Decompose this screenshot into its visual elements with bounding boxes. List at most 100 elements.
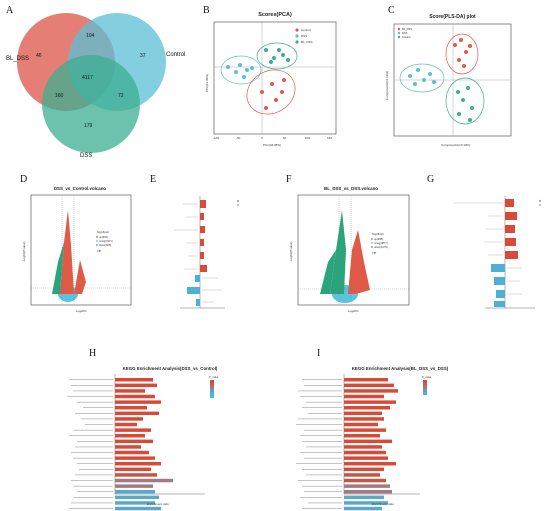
kegg-bar: [115, 383, 157, 388]
kegg-bar: [344, 490, 392, 494]
plsda-legend-dss: DSS: [402, 31, 408, 35]
kegg-bar: [115, 378, 153, 382]
volcano-d-legend-up: up(994): [99, 235, 108, 239]
pca-legend-dss: DSS: [301, 34, 307, 38]
plsda-legend-control: Control: [402, 35, 411, 39]
kegg-bar: [115, 456, 155, 460]
plsda-ylabel: Component2(11.19%): [385, 71, 389, 100]
pca-title: Scores(PCA): [258, 12, 292, 18]
pca-ylabel: PC2(13.39%): [205, 74, 209, 92]
panel-label-h: H: [89, 348, 97, 359]
kegg-bar: [115, 495, 159, 500]
volcano-f-legend-up: up(658): [374, 237, 383, 241]
pca-points: [226, 63, 254, 79]
kegg-bar: [344, 417, 384, 421]
venn-num-all: 4117: [82, 75, 93, 81]
panel-label-i: I: [317, 348, 321, 359]
kegg-i-title: KEGG Enrichment Analysis(BL_DSS_vs_DSS): [351, 366, 449, 371]
kegg-bar: [344, 456, 388, 460]
kegg-h-xlabel: Enrichment ratio: [147, 502, 169, 506]
kegg-bar: [115, 478, 173, 483]
volcano-f-legend-down: down(1075): [374, 245, 388, 249]
kegg-bar: [115, 473, 157, 477]
pca-xtick: 100: [305, 136, 310, 140]
kegg-bar: [344, 389, 398, 393]
pca-xtick: -100: [213, 136, 219, 140]
pca-legend-control: Control: [301, 28, 311, 32]
volcano-f-ylabel: -Log10(Pvalue): [289, 241, 293, 262]
volcano-d-vip-title: VIP: [97, 249, 101, 253]
panel-label-g: G: [427, 174, 435, 185]
kegg-i-xlabel: Enrichment ratio: [372, 502, 394, 506]
venn-num-ctrl-dss: 72: [118, 93, 124, 99]
kegg-bar: [115, 462, 161, 466]
pca-xtick: -50: [236, 136, 241, 140]
volcano-f-xlabel: Log2FC: [348, 309, 360, 313]
volcano-d-ylabel: -Log10(Pvalue): [22, 241, 26, 262]
venn-num-bl-only: 46: [36, 53, 42, 59]
kegg-h-pvalue-legend: [210, 380, 214, 398]
venn-num-dss-only: 179: [84, 123, 93, 129]
kegg-bar: [115, 411, 159, 416]
venn-label-control: Control: [166, 52, 185, 58]
volcano-f-vip-title: VIP: [372, 251, 376, 255]
panel-label-d: D: [20, 174, 28, 185]
kegg-bar: [344, 478, 386, 483]
venn-label-dss: DSS: [80, 153, 92, 159]
volcano-d-legend-title: Significant: [97, 230, 109, 234]
kegg-bar: [115, 445, 141, 449]
volcano-d-title: DSS_vs_Control.volcano: [53, 186, 107, 191]
venn-num-ctrl-only: 37: [140, 53, 146, 59]
kegg-bar: [115, 406, 147, 410]
venn-label-bl-dss: BL_DSS: [6, 56, 29, 62]
pca-xtick: 0: [261, 136, 263, 140]
kegg-bar: [115, 422, 137, 427]
panel-label-b: B: [203, 5, 210, 16]
kegg-bar: [344, 428, 386, 432]
kegg-bar: [344, 506, 382, 511]
kegg-bar: [115, 490, 155, 494]
kegg-bar: [344, 394, 384, 399]
kegg-bar: [344, 501, 388, 505]
kegg-bar: [344, 406, 390, 410]
kegg-bar: [115, 439, 153, 444]
kegg-bar: [115, 506, 161, 511]
kegg-bar: [344, 411, 382, 416]
volcano-d-xlabel: Log2FC: [76, 309, 88, 313]
kegg-bar: [344, 434, 380, 438]
volcano-d-legend-down: down(865): [99, 243, 111, 247]
kegg-h-title: KEGG Enrichment Analysis(DSS_vs_Control): [122, 366, 218, 371]
kegg-bar: [115, 400, 161, 404]
kegg-bar: [115, 501, 155, 505]
kegg-bar: [344, 467, 384, 472]
kegg-h-legend-title: P_value: [209, 375, 219, 379]
kegg-bar: [344, 462, 396, 466]
pca-xtick: 150: [327, 136, 332, 140]
pca-legend-bl-dss: BL_DSS: [301, 40, 313, 44]
kegg-bar: [344, 473, 380, 477]
kegg-bar: [344, 450, 386, 455]
plsda-legend-bl-dss: BL_DSS: [402, 27, 412, 31]
kegg-i-legend-title: P_value: [422, 375, 432, 379]
venn-num-bl-dss: 160: [55, 93, 64, 99]
panel-label-f: F: [286, 174, 292, 185]
kegg-bar: [115, 394, 155, 399]
volcano-f-legend-title: Significant: [372, 232, 384, 236]
kegg-bar: [115, 417, 143, 421]
plsda-xlabel: Component1(13.10%): [441, 143, 470, 147]
venn-num-bl-ctrl: 104: [86, 33, 95, 39]
kegg-bar: [344, 378, 388, 382]
kegg-i-pvalue-legend: [423, 380, 427, 395]
kegg-bar: [115, 434, 145, 438]
plsda-title: Score(PLS-DA) plot: [429, 14, 476, 20]
pca-xtick: 50: [283, 136, 287, 140]
pca-xlabel: PC1(34.38%): [263, 143, 281, 147]
